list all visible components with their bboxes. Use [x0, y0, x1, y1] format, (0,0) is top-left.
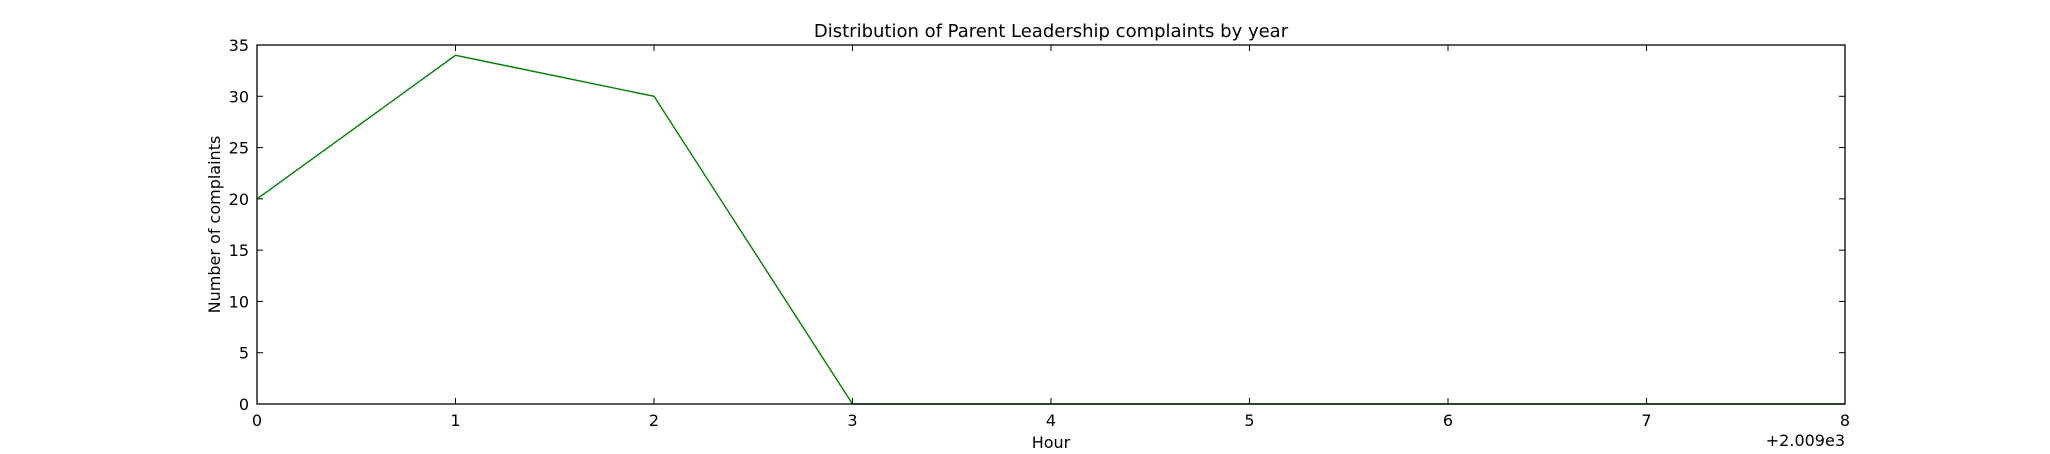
y-tick-label: 5: [239, 344, 249, 363]
labels-layer: 0 1 2 3 4 5 6 7 8 0 5 10 15 20 25 30 35: [229, 36, 1850, 430]
y-tick-label: 25: [229, 139, 249, 158]
chart-title: Distribution of Parent Leadership compla…: [814, 21, 1289, 42]
x-tick-label: 5: [1244, 411, 1254, 430]
y-tick-label: 20: [229, 190, 249, 209]
x-axis-title: Hour: [1032, 433, 1071, 450]
y-tick-label: 0: [239, 395, 249, 414]
y-tick-label: 10: [229, 292, 249, 311]
x-tick-label: 4: [1046, 411, 1056, 430]
x-tick-label: 6: [1443, 411, 1453, 430]
x-tick-label: 8: [1840, 411, 1850, 430]
y-tick-label: 35: [229, 36, 249, 55]
y-axis-title: Number of complaints: [205, 136, 224, 314]
x-tick-label: 0: [252, 411, 262, 430]
x-axis-offset-label: +2.009e3: [1766, 431, 1845, 450]
plot-frame: [256, 44, 1846, 405]
y-tick-label: 30: [229, 87, 249, 106]
series-layer: [256, 54, 1845, 405]
x-tick-label: 7: [1641, 411, 1651, 430]
y-tick-label: 15: [229, 241, 249, 260]
ticks-layer: [256, 44, 1846, 405]
series-line: [256, 54, 1845, 405]
x-tick-label: 2: [649, 411, 659, 430]
x-tick-label: 1: [450, 411, 460, 430]
x-tick-label: 3: [847, 411, 857, 430]
